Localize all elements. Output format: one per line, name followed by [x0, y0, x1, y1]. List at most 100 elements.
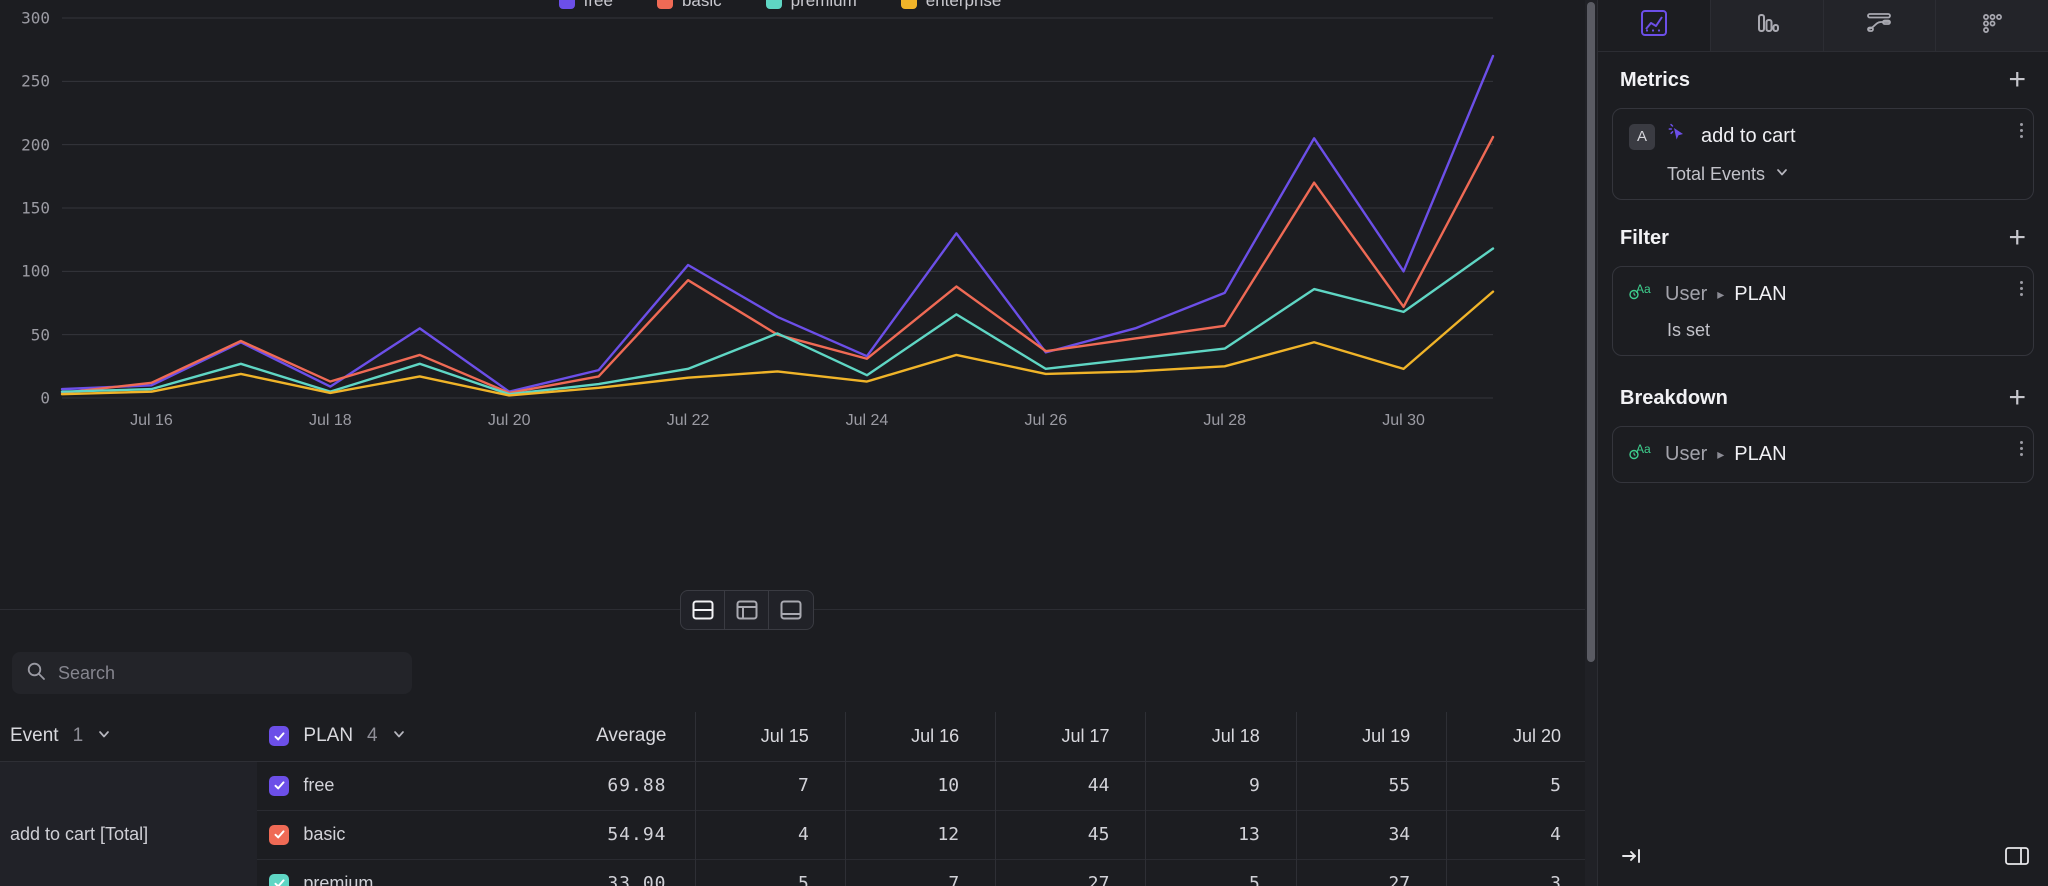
event-count: 1 [72, 725, 84, 747]
event-header-label: Event [10, 725, 59, 747]
y-axis-tick-label: 0 [40, 388, 50, 408]
value-cell: 4 [1446, 810, 1597, 859]
table-row[interactable]: basic 54.94 4 12 45 13 34 4 [0, 810, 1597, 859]
right-sidebar: Metrics + A add to cart Total Events [1597, 0, 2048, 886]
y-axis-tick-label: 300 [21, 8, 50, 28]
plan-value-label: premium [303, 873, 374, 886]
panel-toggle-icon[interactable] [2004, 845, 2030, 872]
plan-cell[interactable]: premium [257, 859, 530, 886]
dot-grid-icon [1977, 8, 2007, 43]
chevron-down-icon[interactable] [97, 725, 111, 747]
legend-swatch [900, 0, 917, 9]
legend-item[interactable]: free [558, 0, 613, 11]
legend-swatch [656, 0, 673, 9]
add-breakdown-button[interactable]: + [2008, 381, 2026, 414]
x-axis-tick-label: Jul 20 [487, 412, 531, 429]
breadcrumb-arrow-icon: ▸ [1717, 446, 1725, 462]
collapse-panel-icon[interactable] [1620, 846, 1644, 871]
search-input[interactable] [58, 662, 398, 684]
table-header: Event 1 PLAN 4 Average Jul 15 Jul 16 Jul 17 Jul … [0, 712, 1597, 762]
row-checkbox[interactable] [269, 824, 290, 845]
metric-aggregation-select[interactable]: Total Events [1667, 164, 2017, 185]
legend-item[interactable]: enterprise [900, 0, 1002, 11]
row-checkbox[interactable] [269, 726, 290, 747]
svg-text:Aa: Aa [1636, 282, 1651, 296]
layout-toggle-group[interactable] [680, 590, 814, 630]
metric-label: add to cart [1701, 125, 1796, 147]
legend-label: free [583, 0, 613, 10]
chart-type-tabs[interactable] [1598, 0, 2048, 52]
column-header-plan[interactable]: PLAN 4 [257, 712, 531, 762]
value-cell: 7 [844, 859, 996, 886]
legend-label: premium [790, 0, 857, 10]
bar-chart-icon [1752, 8, 1782, 43]
value-cell: 9 [1145, 761, 1297, 810]
value-cell: 45 [995, 810, 1146, 859]
column-header-average[interactable]: Average [530, 712, 695, 762]
breakdown-card-menu[interactable] [2020, 441, 2023, 456]
layout-chart-button[interactable] [725, 591, 769, 629]
breakdown-card[interactable]: Aa User ▸ PLAN [1612, 426, 2034, 483]
metric-card-menu[interactable] [2020, 123, 2023, 138]
layout-split-button[interactable] [681, 591, 725, 629]
chart-plot-area: 0 50 100 150 200 250 300 Jul 16 Jul 18 Jul 20 Jul … [0, 0, 1560, 560]
y-axis-tick-label: 150 [21, 198, 50, 218]
column-header-date[interactable]: Jul 15 [694, 712, 846, 762]
value-cell: 55 [1295, 761, 1447, 810]
value-cell: 12 [844, 810, 996, 859]
text-property-icon: Aa [1629, 281, 1655, 308]
sidebar-footer [1598, 830, 2048, 886]
filter-property: PLAN [1734, 283, 1787, 305]
breakdown-title: Breakdown [1620, 386, 1728, 409]
line-chart-svg [60, 17, 1495, 399]
column-header-date[interactable]: Jul 16 [844, 712, 996, 762]
filter-card-menu[interactable] [2020, 281, 2023, 296]
plan-cell[interactable]: basic [257, 810, 530, 859]
plan-count: 4 [367, 725, 378, 747]
value-cell: 7 [694, 761, 846, 810]
x-axis-tick-label: Jul 16 [130, 412, 173, 429]
table-row[interactable]: premium 33.00 5 7 27 5 27 3 [0, 859, 1597, 886]
svg-text:Aa: Aa [1636, 442, 1651, 456]
filter-card[interactable]: Aa User ▸ PLAN Is set [1612, 266, 2034, 356]
row-checkbox[interactable] [269, 873, 290, 886]
legend-item[interactable]: basic [656, 0, 722, 11]
value-cell: 44 [995, 761, 1146, 810]
y-axis-tick-label: 50 [30, 325, 50, 345]
column-header-date[interactable]: Jul 19 [1295, 712, 1447, 762]
x-axis-tick-label: Jul 28 [1203, 412, 1247, 429]
metric-card[interactable]: A add to cart Total Events [1612, 108, 2034, 200]
tab-area-chart[interactable] [1823, 0, 1937, 51]
column-header-date[interactable]: Jul 18 [1145, 712, 1297, 762]
column-header-event[interactable]: Event 1 [0, 712, 258, 762]
column-header-date[interactable]: Jul 20 [1446, 712, 1597, 762]
add-metric-button[interactable]: + [2008, 63, 2026, 96]
value-cell: 4 [694, 810, 846, 859]
main-scrollbar-thumb[interactable] [1587, 2, 1595, 662]
add-filter-button[interactable]: + [2008, 221, 2026, 254]
value-cell: 5 [694, 859, 846, 886]
results-table: Event 1 PLAN 4 Average Jul 15 Jul 16 Jul 17 Jul … [0, 712, 1597, 886]
tab-grid-chart[interactable] [1936, 0, 2048, 51]
table-body: add to cart [Total] free 69.88 7 10 44 9 55 5 bas… [0, 761, 1597, 886]
legend-label: enterprise [925, 0, 1002, 10]
layout-table-button[interactable] [769, 591, 813, 629]
plan-cell[interactable]: free [257, 761, 530, 810]
x-axis-tick-label: Jul 18 [308, 412, 352, 429]
table-row[interactable]: add to cart [Total] free 69.88 7 10 44 9 55 5 [0, 761, 1597, 886]
legend-item[interactable]: premium [765, 0, 857, 11]
filter-condition[interactable]: Is set [1667, 320, 1711, 340]
row-checkbox[interactable] [269, 775, 290, 796]
tab-bar-chart[interactable] [1710, 0, 1824, 51]
search-box[interactable] [12, 652, 412, 694]
chart-series-line [60, 54, 1495, 393]
tab-line-chart[interactable] [1598, 0, 1711, 51]
y-axis-tick-label: 200 [21, 135, 50, 155]
main-scrollbar[interactable] [1585, 0, 1597, 886]
chevron-down-icon[interactable] [392, 725, 406, 747]
metric-aggregation-label: Total Events [1667, 164, 1766, 184]
text-property-icon: Aa [1629, 441, 1655, 468]
chevron-down-icon [1775, 165, 1789, 184]
chart-series-line [60, 135, 1495, 395]
column-header-date[interactable]: Jul 17 [995, 712, 1146, 762]
